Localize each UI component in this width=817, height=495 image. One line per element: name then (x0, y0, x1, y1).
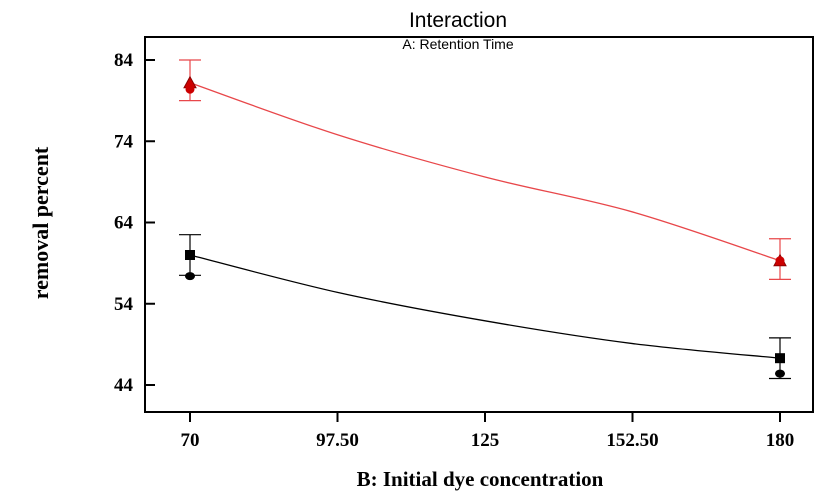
y-tick-label: 74 (114, 131, 134, 152)
observed-point (775, 256, 785, 266)
observed-point (185, 84, 195, 94)
plot-frame (144, 36, 814, 413)
observed-point (185, 272, 195, 281)
y-tick-label: 44 (114, 375, 134, 396)
series-layer (179, 59, 791, 380)
series-2 (179, 234, 791, 380)
observed-point (775, 369, 785, 378)
y-tick-label: 54 (114, 294, 134, 315)
x-axis-title: B: Initial dye concentration (357, 467, 604, 491)
y-axis: 44 54 64 74 84 (114, 50, 155, 396)
x-tick-label: 180 (766, 430, 795, 451)
chart-title: Interaction (409, 9, 507, 32)
series-line (189, 82, 781, 262)
y-axis-title: removal percent (28, 146, 53, 299)
x-tick-label: 70 (181, 430, 200, 451)
series-1 (179, 59, 791, 280)
chart-subtitle: A: Retention Time (402, 36, 513, 52)
x-axis: 70 97.50 125 152.50 180 (181, 412, 795, 451)
predicted-point (775, 353, 785, 364)
x-tick-label: 125 (471, 430, 500, 451)
y-tick-label: 64 (114, 213, 134, 234)
y-tick-label: 84 (114, 50, 134, 71)
x-tick-label: 152.50 (606, 430, 658, 451)
predicted-point (185, 250, 195, 260)
series-line (189, 254, 781, 359)
x-tick-label: 97.50 (316, 430, 359, 451)
